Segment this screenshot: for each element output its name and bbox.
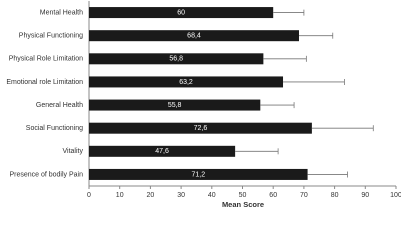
y-tick-label: General Health [36,102,83,109]
value-label: 47,6 [155,148,169,155]
y-tick-label: Vitality [63,148,84,155]
bar [89,30,299,42]
value-label: 55,8 [168,102,182,109]
y-tick-label: Emotional role Limitation [6,79,83,86]
x-tick-label: 100 [390,192,401,199]
y-tick-label: Physical Functioning [19,33,83,40]
y-tick-label: Mental Health [40,9,83,16]
value-label: 68,4 [187,33,201,40]
value-label: 56,8 [169,56,183,63]
x-tick-label: 60 [269,192,277,199]
bar [89,168,308,180]
x-tick-label: 40 [208,192,216,199]
value-label: 63,2 [179,79,193,86]
x-axis-label: Mean Score [222,200,264,209]
x-tick-label: 70 [300,192,308,199]
x-tick-label: 30 [177,192,185,199]
y-tick-label: Social Functioning [26,125,83,132]
value-label: 71,2 [191,171,205,178]
value-label: 60 [177,9,185,16]
value-label: 72,6 [194,125,208,132]
bar [89,145,236,157]
x-tick-label: 50 [239,192,247,199]
x-tick-label: 10 [116,192,124,199]
bar [89,53,264,65]
bar [89,76,284,88]
x-tick-label: 80 [331,192,339,199]
bar [89,7,274,19]
x-tick-label: 0 [87,192,91,199]
bar [89,99,261,111]
y-tick-label: Presence of bodily Pain [9,171,83,178]
chart: Mean Score 0 10 20 30 40 50 60 70 80 90 100 Mental … [6,1,401,209]
x-tick-label: 90 [361,192,369,199]
x-tick-label: 20 [147,192,155,199]
y-tick-label: Physical Role Limitation [9,56,83,63]
bar [89,122,312,134]
